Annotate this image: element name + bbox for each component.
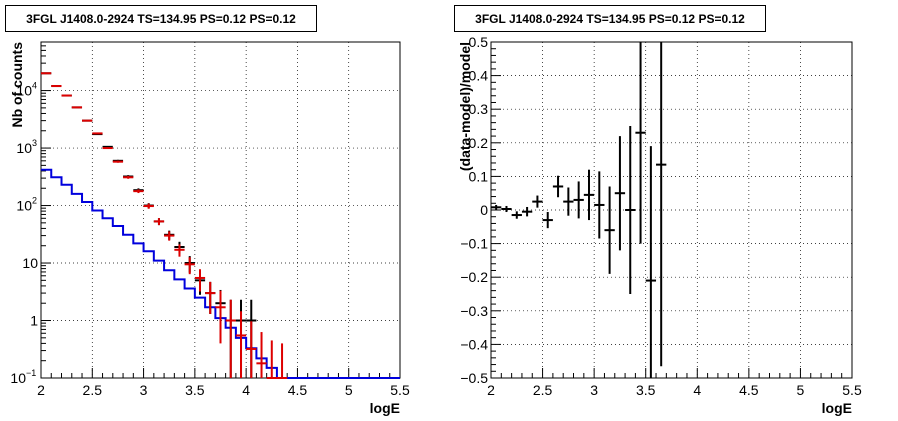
left-model-histogram (41, 168, 400, 379)
right-x-tick-label: 2 (487, 382, 495, 398)
left-x-tick-label: 3 (140, 382, 148, 398)
right-y-tick-label: 0.3 (469, 101, 489, 117)
left-y-tick-label: 10 (10, 370, 26, 386)
left-x-tick-label: 4 (242, 382, 250, 398)
left-y-tick-label: 10 (16, 140, 32, 156)
left-x-tick-label: 5 (345, 382, 353, 398)
left-x-axis-label: logE (370, 400, 400, 416)
right-y-axis-label: (data-model)/model (457, 42, 473, 171)
left-y-tick-label-exp: 4 (32, 81, 37, 91)
left-y-tick-label-exp: 3 (32, 138, 37, 148)
left-plot-frame (40, 41, 401, 379)
right-y-tick-label: −0.1 (460, 236, 488, 252)
right-x-tick-label: 3.5 (636, 382, 656, 398)
left-x-tick-label: 2 (37, 382, 45, 398)
right-y-tick-label: −0.2 (460, 269, 488, 285)
right-y-tick-label: 0.5 (469, 34, 489, 50)
right-x-tick-label: 4 (693, 382, 701, 398)
right-x-tick-label: 5.5 (842, 382, 862, 398)
left-chart-title: 3FGL J1408.0-2924 TS=134.95 PS=0.12 PS=0… (5, 5, 317, 32)
right-y-tick-label: 0 (480, 202, 488, 218)
left-y-tick-label: 10 (16, 83, 32, 99)
right-y-tick-label: −0.4 (460, 336, 488, 352)
left-y-tick-label: 1 (30, 313, 38, 329)
right-x-tick-label: 2.5 (533, 382, 553, 398)
right-y-tick-label: 0.4 (469, 68, 489, 84)
right-x-tick-label: 4.5 (739, 382, 759, 398)
left-x-tick-label: 2.5 (83, 382, 103, 398)
right-y-tick-label: 0.1 (469, 168, 489, 184)
left-y-tick-label-exp: 2 (32, 196, 37, 206)
left-y-tick-label: 10 (22, 255, 38, 271)
right-x-tick-label: 5 (797, 382, 805, 398)
left-y-tick-label: 10 (16, 198, 32, 214)
left-x-tick-label: 5.5 (390, 382, 410, 398)
right-chart-title: 3FGL J1408.0-2924 TS=134.95 PS=0.12 PS=0… (454, 5, 766, 32)
right-x-axis-label: logE (822, 400, 852, 416)
left-y-axis-label: Nb of counts (9, 42, 25, 128)
left-x-tick-label: 4.5 (288, 382, 308, 398)
right-y-tick-label: −0.3 (460, 303, 488, 319)
right-y-tick-label: −0.5 (460, 370, 488, 386)
left-x-tick-label: 3.5 (185, 382, 205, 398)
right-x-tick-label: 3 (590, 382, 598, 398)
left-y-tick-label-exp: −1 (26, 368, 36, 378)
right-y-tick-label: 0.2 (469, 135, 489, 151)
